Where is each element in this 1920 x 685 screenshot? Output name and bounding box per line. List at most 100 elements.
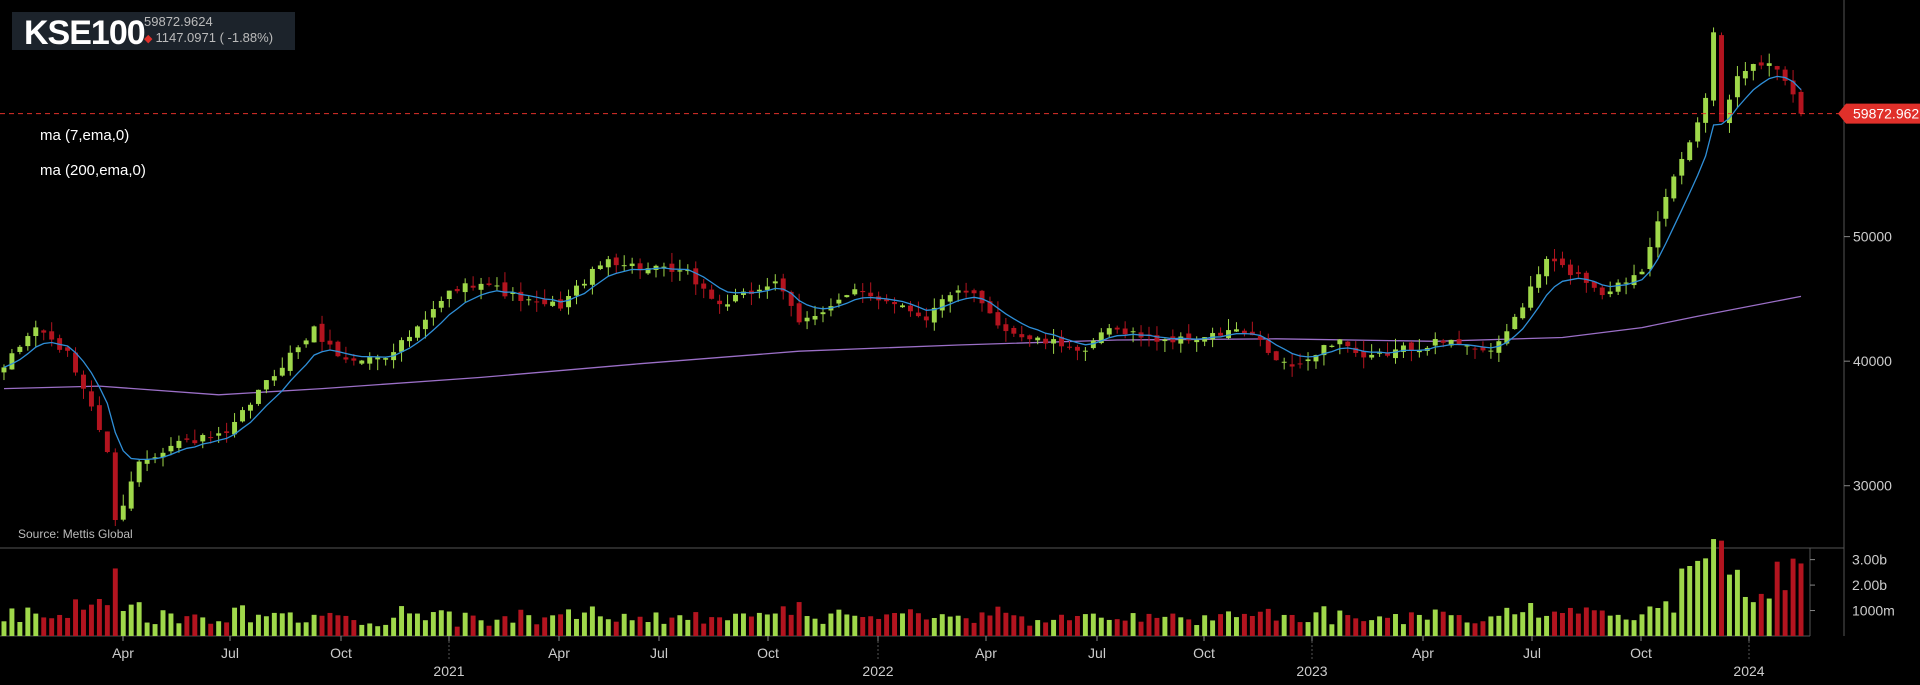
- candle: [319, 315, 325, 352]
- candle: [271, 369, 277, 386]
- candle-body: [669, 263, 675, 272]
- candle-body: [1512, 316, 1518, 330]
- ma7-legend[interactable]: ma (7,ema,0): [40, 127, 130, 144]
- candle: [224, 422, 230, 443]
- candle-body: [1607, 291, 1613, 295]
- volume-bar: [1639, 614, 1645, 636]
- candle: [1679, 151, 1685, 185]
- candle-body: [741, 291, 746, 295]
- ma7-series: [3, 75, 1802, 461]
- candle-body: [367, 356, 373, 364]
- candle-body: [1194, 340, 1200, 343]
- candle-body: [836, 299, 842, 304]
- volume-bar: [828, 613, 834, 636]
- candle: [987, 296, 993, 314]
- candle-body: [892, 301, 898, 305]
- candle-body: [470, 285, 476, 288]
- candle: [860, 283, 866, 303]
- volume-bar: [224, 622, 230, 636]
- candle-body: [1305, 359, 1311, 362]
- candle-body: [852, 289, 858, 295]
- candle-body: [9, 353, 15, 370]
- candle: [669, 252, 675, 282]
- candle-body: [558, 299, 564, 309]
- candle-body: [1130, 331, 1136, 333]
- candle-body: [1480, 347, 1486, 351]
- candle-body: [1106, 328, 1112, 335]
- candle: [502, 272, 508, 299]
- candle: [1178, 332, 1184, 353]
- candle-body: [1082, 350, 1088, 352]
- candle-body: [1, 367, 7, 373]
- candle: [1782, 66, 1788, 86]
- candle-body: [311, 326, 317, 343]
- candle-body: [216, 433, 222, 436]
- volume-bar: [1186, 619, 1192, 636]
- volume-bar: [104, 605, 110, 636]
- candle: [939, 294, 945, 318]
- candle-body: [232, 421, 238, 435]
- candle: [1758, 55, 1764, 70]
- candle-body: [900, 305, 905, 308]
- candle: [343, 346, 349, 364]
- candle-body: [240, 410, 245, 422]
- volume-bar: [589, 606, 595, 636]
- candle-body: [1472, 348, 1478, 350]
- time-month-label: Jul: [1523, 645, 1541, 661]
- volume-bar: [160, 610, 166, 636]
- candle: [17, 345, 23, 355]
- candle: [558, 291, 564, 311]
- candle: [1599, 285, 1605, 300]
- candle-body: [963, 290, 969, 293]
- volume-bar: [931, 617, 937, 636]
- volume-bar: [1623, 619, 1629, 636]
- ma200-legend[interactable]: ma (200,ema,0): [40, 162, 146, 179]
- candle: [979, 289, 985, 312]
- volume-bar: [359, 624, 365, 636]
- candle: [327, 329, 333, 350]
- candle: [780, 273, 786, 300]
- candle: [923, 307, 929, 328]
- volume-bar: [1257, 611, 1263, 636]
- volume-bar: [1758, 593, 1764, 636]
- candle-body: [1393, 349, 1398, 359]
- volume-bar: [271, 612, 277, 636]
- candle: [486, 277, 492, 287]
- candle-body: [1583, 272, 1589, 283]
- volume-bar: [971, 622, 977, 636]
- volume-bar: [780, 606, 786, 636]
- candle-body: [844, 295, 850, 298]
- volume-bar: [884, 614, 890, 636]
- volume-bar: [534, 624, 540, 636]
- candle: [788, 290, 794, 317]
- volume-bar: [319, 615, 325, 636]
- candle: [454, 285, 460, 294]
- candle: [1615, 279, 1621, 295]
- volume-bar: [1202, 615, 1208, 636]
- candle-body: [1560, 258, 1565, 266]
- candle: [1719, 32, 1724, 123]
- volume-bar: [558, 614, 564, 636]
- candle: [1496, 335, 1502, 362]
- candle: [81, 370, 86, 399]
- volume-bar: [88, 604, 94, 636]
- volume-bar: [1329, 624, 1335, 636]
- candle: [1798, 88, 1804, 117]
- candle-body: [263, 380, 269, 390]
- volume-bar: [502, 616, 508, 636]
- volume-bar: [748, 616, 754, 636]
- candle-body: [804, 317, 810, 322]
- candle-body: [1520, 307, 1526, 319]
- candle: [1146, 326, 1152, 347]
- volume-bar: [1416, 614, 1422, 636]
- candle-body: [152, 457, 158, 459]
- candle-body: [1758, 62, 1764, 66]
- volume-bar: [947, 616, 953, 636]
- candle-body: [1011, 327, 1017, 334]
- volume-bar: [303, 622, 309, 636]
- candle-body: [542, 299, 548, 305]
- candle-body: [1257, 336, 1263, 340]
- volume-bar: [1265, 608, 1271, 636]
- candle: [263, 380, 269, 394]
